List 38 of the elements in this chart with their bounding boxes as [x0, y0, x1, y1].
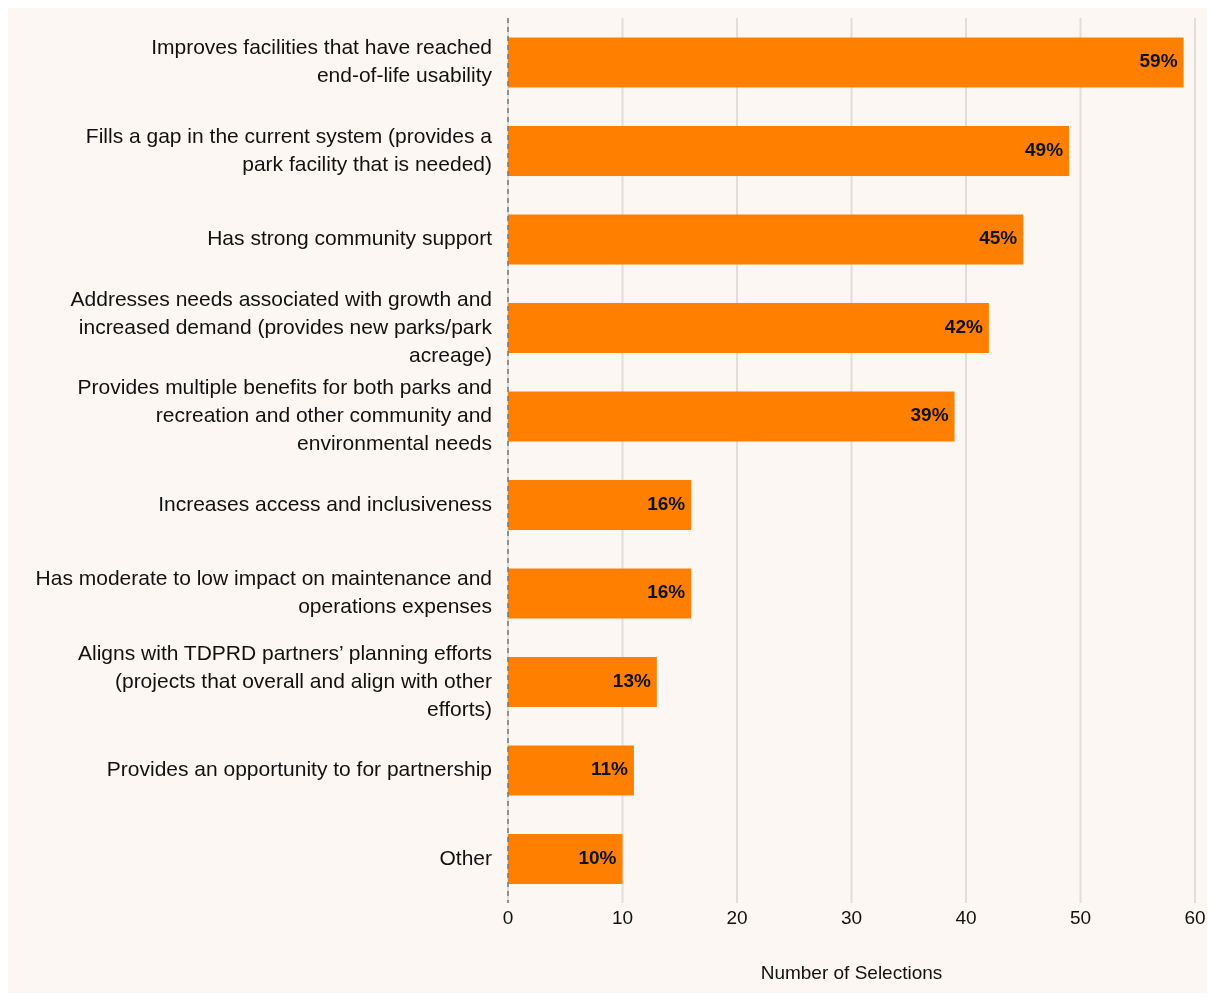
y-tick-label: Has strong community support — [207, 225, 493, 249]
data-label: 42% — [944, 315, 983, 337]
bar — [508, 37, 1184, 88]
x-tick-label: 40 — [955, 907, 977, 929]
x-tick-label: 60 — [1184, 907, 1206, 929]
data-label: 49% — [1025, 138, 1064, 160]
y-tick-label: Has moderate to low impact on maintenance and operations expenses — [35, 565, 492, 617]
bar — [508, 302, 989, 353]
data-label: 16% — [647, 581, 686, 603]
y-tick-label: Addresses needs associated with growth and increased demand (provides new parks/park acreage) — [70, 286, 493, 366]
x-axis-title: Number of Selections — [760, 962, 943, 983]
y-tick-label: Fills a gap in the current system (provides a park facility that is needed) — [85, 123, 493, 175]
data-label: 11% — [590, 758, 629, 780]
y-tick-label: Aligns with TDPRD partners’ planning efforts (projects that overall and align with other efforts) — [78, 640, 492, 720]
bar — [508, 479, 692, 530]
data-label: 45% — [979, 227, 1018, 249]
bar — [508, 568, 692, 619]
x-tick-label: 10 — [611, 907, 634, 929]
y-tick-label: Other — [439, 845, 492, 869]
bar — [508, 745, 634, 796]
x-tick-label: 0 — [502, 907, 514, 929]
x-tick-label: 30 — [840, 907, 863, 929]
data-label: 16% — [647, 492, 686, 514]
data-label: 13% — [612, 669, 651, 691]
y-tick-label: Improves facilities that have reached end-of-life usability — [151, 34, 493, 86]
bar — [508, 125, 1070, 176]
x-tick-label: 20 — [726, 907, 748, 929]
data-label: 10% — [578, 846, 617, 868]
y-tick-label: Increases access and inclusiveness — [158, 491, 492, 515]
data-label: 59% — [1139, 50, 1178, 72]
bar — [508, 656, 657, 707]
y-tick-label: Provides multiple benefits for both parks and recreation and other community and environmental needs — [77, 374, 492, 454]
x-tick-label: 50 — [1069, 907, 1092, 929]
data-label: 39% — [910, 404, 949, 426]
bar — [508, 833, 623, 884]
y-tick-label: Provides an opportunity to for partnership — [106, 756, 492, 780]
bar — [508, 214, 1024, 265]
bar — [508, 391, 955, 442]
